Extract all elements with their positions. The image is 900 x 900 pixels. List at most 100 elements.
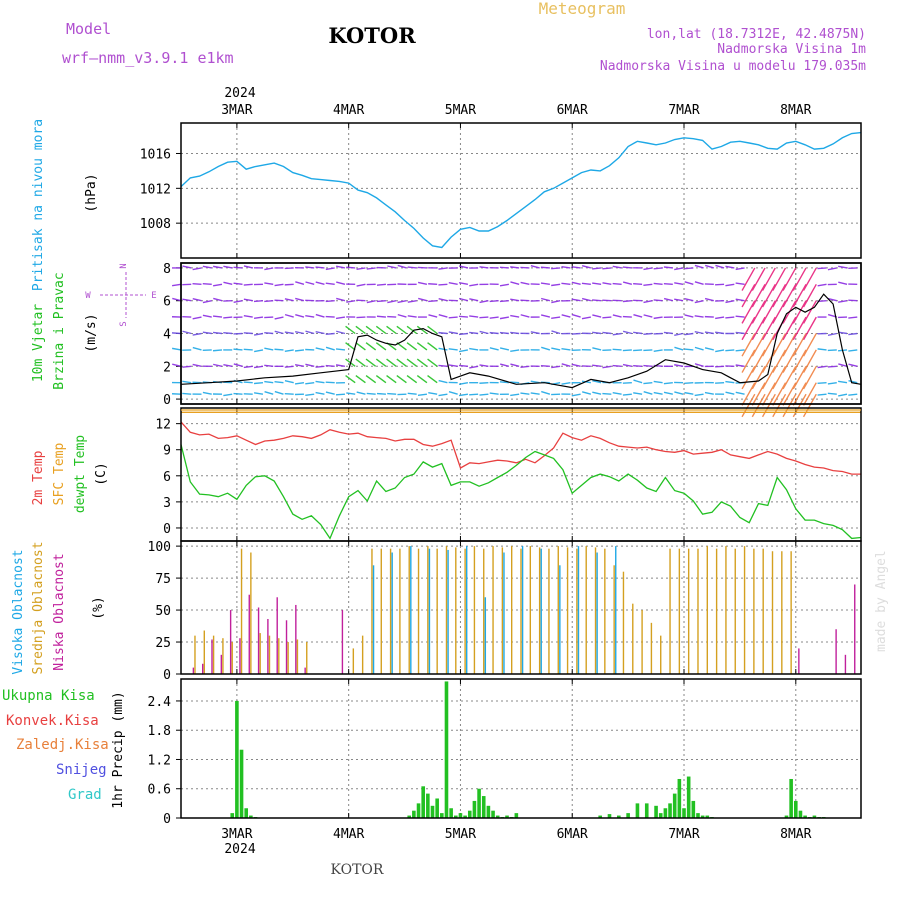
wind-arrow [622, 349, 632, 352]
precip-legend-freezing: Zaledj.Kisa [16, 737, 109, 753]
wind-arrow [735, 267, 745, 271]
wind-arrow [725, 391, 735, 395]
y-tick-label: 0 [163, 812, 171, 827]
wind-arrow [653, 391, 663, 395]
wind-arrow [643, 390, 653, 395]
wind-arrow [633, 392, 643, 395]
bottom-day-labels: 3MAR 4MAR 5MAR 6MAR 7MAR 8MAR [221, 827, 811, 842]
wind-arrow [366, 392, 376, 395]
precip-bar [598, 815, 602, 818]
wind-arrow [406, 358, 418, 367]
wind-arrow [772, 333, 787, 357]
wind-arrow [355, 325, 366, 335]
wind-arrow [510, 363, 520, 367]
wind-arrow [838, 265, 848, 269]
wind-arrow [817, 348, 827, 351]
wind-arrow [356, 283, 366, 287]
wind-arrow [571, 313, 581, 318]
wind-arrow [792, 267, 807, 291]
wind-arrow [751, 393, 766, 418]
wind-arrow [406, 342, 418, 351]
temp-ylabel-3: dewpt Temp [73, 435, 88, 513]
panel-clouds: 0 25 50 75 100 [148, 540, 861, 683]
wind-arrow [365, 358, 377, 367]
wind-arrow [612, 364, 622, 367]
wind-arrow [571, 363, 581, 367]
wind-arrow [336, 281, 346, 285]
wind-arrow [469, 315, 479, 318]
wind-arrow [715, 283, 725, 286]
wind-arrow [192, 346, 202, 351]
wind-arrow [561, 347, 571, 351]
wind-arrow [386, 358, 397, 367]
wind-arrow [264, 331, 274, 335]
wind-arrow [202, 300, 212, 304]
precip-bar [235, 700, 239, 818]
wind-arrow [772, 267, 787, 291]
y-tick-label: 100 [148, 540, 171, 555]
wind-arrow [782, 316, 797, 341]
wind-arrow [172, 363, 182, 367]
wind-arrow [792, 300, 807, 324]
precip-bar [514, 813, 519, 818]
wind-arrow [274, 330, 284, 335]
wind-arrow [694, 315, 704, 318]
wind-arrow [827, 349, 837, 352]
wind-arrow [202, 282, 212, 286]
y-tick-label: 0 [163, 522, 171, 537]
wind-arrow [469, 298, 479, 302]
wind-arrow [202, 391, 212, 395]
wind-arrow [540, 282, 550, 286]
wind-arrow [223, 265, 233, 269]
wind-arrow [438, 283, 448, 286]
wind-arrow [838, 331, 848, 335]
wind-arrow [633, 331, 643, 335]
wind-arrow [284, 267, 294, 270]
wind-arrow [622, 330, 633, 335]
precip-bar [644, 803, 649, 818]
wind-arrow [284, 298, 294, 302]
wind-arrow [499, 331, 509, 335]
wind-arrow [761, 382, 776, 406]
wind-arrow [510, 298, 520, 302]
wind-arrow [735, 315, 745, 318]
precip-bar [491, 810, 495, 818]
wind-arrow [376, 315, 386, 318]
wind-arrow [838, 393, 848, 397]
wind-arrow [827, 297, 837, 302]
wind-arrow [325, 391, 335, 395]
wind-arrow [571, 393, 581, 397]
wind-arrow [817, 283, 827, 287]
precip-bar [430, 805, 435, 818]
wind-arrow [622, 300, 632, 303]
precip-bar [505, 815, 509, 818]
wind-arrow [674, 346, 684, 351]
wind-arrow [633, 282, 643, 286]
precip-bar [472, 800, 477, 818]
wind-arrow [612, 282, 622, 286]
wind-arrow [479, 300, 489, 304]
wind-arrow [510, 349, 520, 352]
wind-arrow [725, 316, 735, 319]
precip-bar [412, 810, 416, 818]
wind-arrow [253, 365, 264, 369]
wind-arrow [448, 348, 458, 351]
wind-arrow [365, 325, 377, 335]
precip-bar [249, 815, 253, 818]
wind-arrow [479, 330, 489, 335]
y-tick-label: 6 [163, 295, 171, 310]
wind-arrow [561, 363, 571, 367]
wind-arrow [448, 331, 458, 335]
precip-bar [463, 815, 467, 818]
wind-arrow [663, 297, 674, 302]
panel-frame [180, 540, 862, 675]
top-day-label: 3MAR [221, 103, 252, 118]
wind-arrow [735, 349, 745, 352]
precip-bar [444, 681, 449, 818]
y-tick-label: 75 [155, 572, 171, 587]
panel-frame [180, 262, 862, 405]
precip-bar [686, 776, 691, 818]
wind-arrow [458, 315, 468, 318]
wind-arrow [741, 382, 756, 406]
wind-arrow [264, 347, 274, 351]
